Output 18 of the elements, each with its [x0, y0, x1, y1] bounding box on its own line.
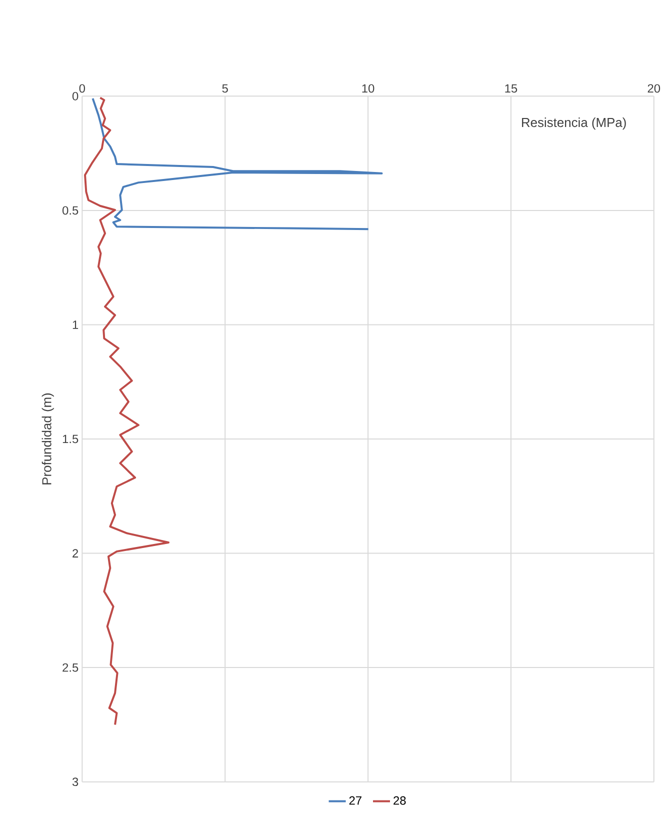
- x-tick-label: 15: [505, 84, 518, 93]
- legend-label: 27: [349, 796, 362, 805]
- y-tick-label: 3: [72, 778, 78, 786]
- x-tick-label: 20: [648, 84, 660, 93]
- line-series: [92, 97, 383, 230]
- y-axis-title: Profundidad (m): [42, 393, 54, 484]
- x-tick-label: 5: [222, 84, 228, 93]
- y-tick-label: 0: [72, 92, 78, 100]
- y-tick-label: 1: [72, 320, 78, 329]
- y-tick-label: 2: [72, 549, 78, 558]
- y-tick-label: 1.5: [62, 434, 78, 444]
- x-axis-title: Resistencia (MPa): [522, 118, 626, 130]
- x-tick-label: 0: [79, 84, 85, 93]
- line-series: [84, 96, 170, 726]
- legend-label: 28: [394, 796, 406, 805]
- x-tick-label: 10: [362, 84, 374, 93]
- y-tick-label: 2.5: [62, 663, 78, 672]
- y-tick-label: 0.5: [62, 206, 78, 215]
